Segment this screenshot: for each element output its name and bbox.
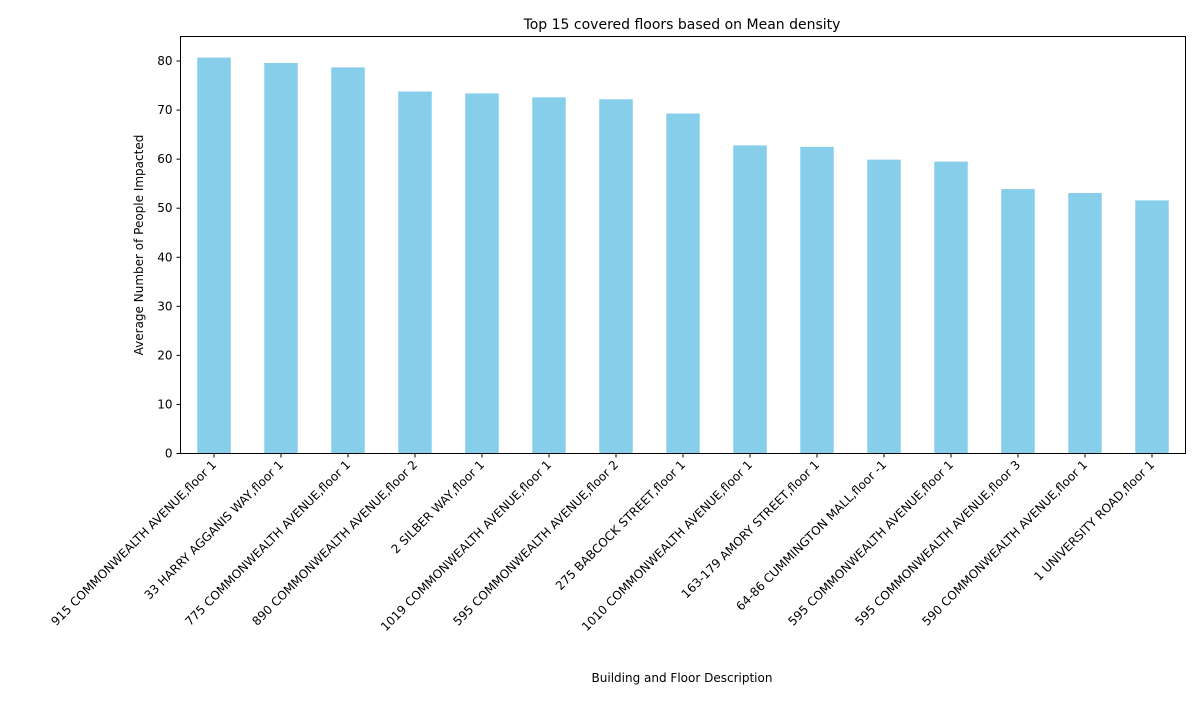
bar (666, 113, 700, 454)
bar (1001, 189, 1035, 454)
bar (532, 97, 566, 454)
x-tick-label: 33 HARRY AGGANIS WAY,floor 1 (142, 458, 287, 603)
bar (867, 159, 901, 454)
bar (465, 93, 499, 454)
y-tick-label: 30 (157, 299, 172, 313)
bars-layer (197, 57, 1169, 454)
bar (934, 161, 968, 454)
x-axis-ticks: 915 COMMONWEALTH AVENUE,floor 133 HARRY … (48, 453, 1157, 634)
y-tick-label: 70 (157, 103, 172, 117)
y-axis-label: Average Number of People Impacted (132, 135, 146, 356)
y-tick-label: 20 (157, 348, 172, 362)
y-axis-ticks: 0 10 20 30 40 50 60 70 80 (157, 54, 181, 461)
x-tick-label: 1 UNIVERSITY ROAD,floor 1 (1031, 458, 1157, 584)
bar (1135, 200, 1169, 454)
x-tick-label: 163-179 AMORY STREET,floor 1 (679, 458, 822, 601)
y-tick-label: 60 (157, 152, 172, 166)
bar (197, 57, 231, 454)
bar (398, 91, 432, 454)
x-tick-label: 275 BABCOCK STREET,floor 1 (553, 458, 688, 593)
y-tick-label: 40 (157, 250, 172, 264)
y-tick-label: 80 (157, 54, 172, 68)
y-tick-label: 0 (165, 447, 173, 461)
bar (1068, 192, 1102, 454)
plot-frame (180, 36, 1186, 454)
bar (599, 99, 633, 454)
y-tick-label: 50 (157, 201, 172, 215)
y-tick-label: 10 (157, 397, 172, 411)
bar (264, 62, 298, 454)
bar (733, 145, 767, 454)
chart-title: Top 15 covered floors based on Mean dens… (523, 17, 841, 33)
x-axis-label: Building and Floor Description (592, 671, 773, 685)
bar (800, 146, 834, 454)
bar (331, 67, 365, 454)
x-tick-label: 64-86 CUMMINGTON MALL,floor -1 (733, 458, 889, 614)
